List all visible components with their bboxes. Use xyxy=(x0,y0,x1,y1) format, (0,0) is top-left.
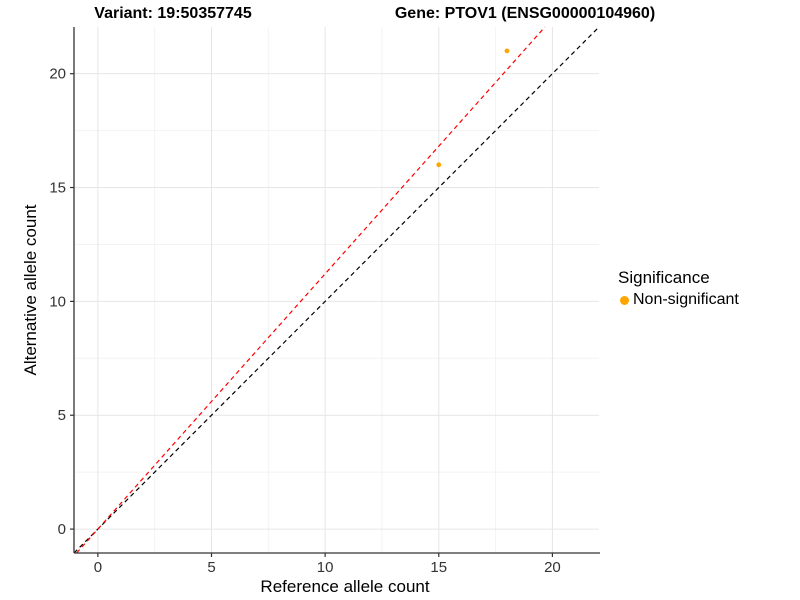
x-tick-label: 20 xyxy=(544,559,561,576)
ratio-line xyxy=(76,26,546,554)
legend-title: Significance xyxy=(618,268,710,287)
y-tick-label: 15 xyxy=(49,180,66,197)
y-tick-label: 5 xyxy=(58,407,66,424)
x-tick-label: 10 xyxy=(317,559,334,576)
y-tick-label: 10 xyxy=(49,293,66,310)
x-tick-label: 15 xyxy=(430,559,447,576)
gene-title: Gene: PTOV1 (ENSG00000104960) xyxy=(394,5,656,22)
x-axis-label: Reference allele count xyxy=(260,577,430,596)
legend: Significance Non-significant xyxy=(612,268,739,309)
legend-entry-label: Non-significant xyxy=(633,291,739,308)
data-point xyxy=(436,162,442,168)
x-tick-label: 0 xyxy=(94,559,102,576)
legend-entry: Non-significant xyxy=(612,291,739,309)
y-tick-label: 20 xyxy=(49,66,66,83)
x-tick-label: 5 xyxy=(207,559,215,576)
data-point xyxy=(504,48,510,54)
legend-key-dot xyxy=(620,295,629,305)
y-axis-label: Alternative allele count xyxy=(21,204,40,376)
y-tick-label: 0 xyxy=(58,521,66,538)
variant-title: Variant: 19:50357745 xyxy=(94,5,252,22)
identity-line xyxy=(73,26,600,554)
